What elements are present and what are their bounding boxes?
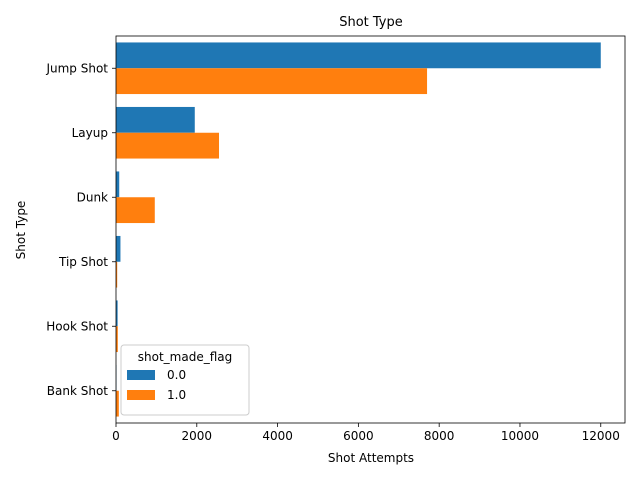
legend: shot_made_flag 0.01.0 (120, 344, 250, 416)
y-tick-label: Layup (72, 126, 108, 140)
bars-group (116, 42, 601, 417)
legend-label: 0.0 (167, 368, 186, 382)
y-axis: Jump Shot Layup Dunk Tip Shot Hook Shot Bank … (45, 61, 116, 398)
y-axis-label: Shot Type (14, 201, 28, 260)
bar-tip-shot-series-1 (116, 261, 118, 288)
x-tick-label: 10000 (501, 429, 539, 443)
bar-layup-series-0 (116, 106, 195, 133)
legend-items: 0.01.0 (127, 368, 186, 402)
y-tick-label: Dunk (77, 190, 108, 204)
y-tick-label: Tip Shot (58, 255, 108, 269)
x-axis-label: Shot Attempts (328, 451, 414, 465)
x-tick-label: 0 (112, 429, 120, 443)
bar-dunk-series-1 (116, 197, 155, 224)
bar-hook-shot-series-1 (116, 326, 118, 353)
chart-title: Shot Type (339, 15, 403, 30)
x-axis: 0 2000 4000 6000 8000 10000 12000 (112, 423, 620, 443)
bar-hook-shot-series-0 (116, 300, 118, 327)
x-tick-label: 8000 (424, 429, 455, 443)
legend-label: 1.0 (167, 388, 186, 402)
bar-jump-shot-series-1 (116, 68, 428, 95)
bar-dunk-series-0 (116, 171, 120, 198)
y-tick-label: Bank Shot (47, 384, 109, 398)
bar-layup-series-1 (116, 132, 220, 159)
x-tick-label: 4000 (262, 429, 293, 443)
x-tick-label: 12000 (582, 429, 620, 443)
legend-swatch (127, 370, 155, 380)
bar-tip-shot-series-0 (116, 235, 121, 262)
bar-jump-shot-series-0 (116, 42, 601, 69)
x-tick-label: 2000 (182, 429, 213, 443)
plot-frame (115, 35, 626, 424)
legend-title: shot_made_flag (138, 350, 232, 364)
y-tick-label: Hook Shot (46, 319, 108, 333)
y-tick-label: Jump Shot (45, 61, 108, 75)
legend-swatch (127, 390, 155, 400)
x-tick-label: 6000 (343, 429, 374, 443)
bar-bank-shot-series-1 (116, 390, 119, 417)
